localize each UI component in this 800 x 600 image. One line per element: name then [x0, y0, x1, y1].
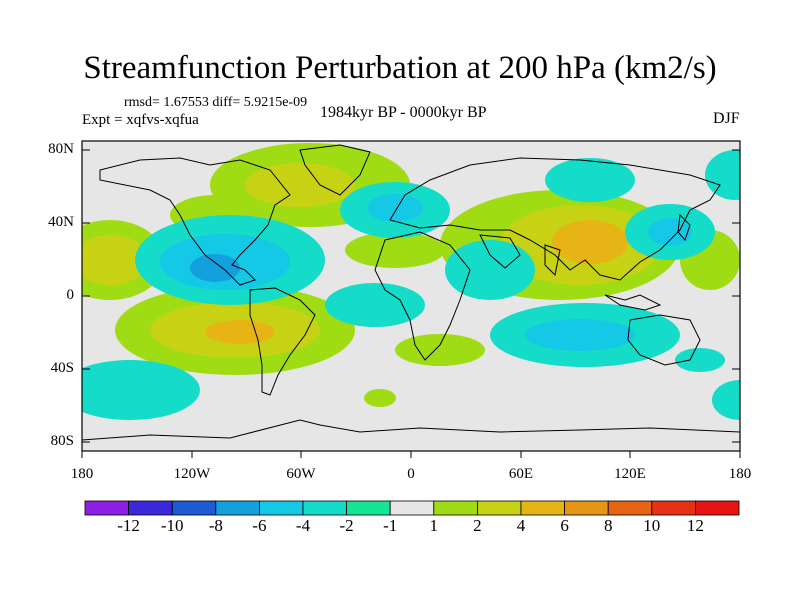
colorbar-box — [433, 500, 478, 516]
colorbar-label: 12 — [686, 516, 704, 535]
colorbar-box — [128, 500, 173, 516]
colorbar-box — [258, 500, 304, 516]
colorbar-label: 4 — [516, 516, 526, 535]
colorbar-box — [520, 500, 565, 516]
colorbar-label: -2 — [339, 516, 354, 535]
lon-label-120e: 120E — [614, 466, 646, 482]
colorbar-box — [564, 500, 609, 516]
colorbar — [84, 500, 740, 516]
period-label: 1984kyr BP - 0000kyr BP — [320, 104, 487, 121]
colorbar-box — [607, 500, 653, 516]
lon-label-180e: 180 — [728, 466, 752, 482]
colorbar-box — [389, 500, 435, 516]
contour-fill — [82, 143, 740, 420]
colorbar-box — [84, 500, 129, 516]
colorbar-box — [651, 500, 696, 516]
season-label: DJF — [713, 110, 740, 127]
colorbar-box — [476, 500, 522, 516]
colorbar-label: -1 — [383, 516, 398, 535]
lon-label-60e: 60E — [508, 466, 534, 482]
lon-label-180w: 180 — [70, 466, 94, 482]
lon-label-0: 0 — [407, 466, 415, 482]
colorbar-label: -6 — [252, 516, 267, 535]
lat-label-40n: 40N — [48, 214, 74, 230]
coastlines — [82, 144, 740, 441]
colorbar-box — [215, 500, 260, 516]
colorbar-label: 1 — [429, 516, 439, 535]
stats-label: rmsd= 1.67553 diff= 5.9215e-09 — [124, 95, 308, 110]
colorbar-label: -8 — [208, 516, 223, 535]
lat-label-80n: 80N — [48, 141, 74, 157]
colorbar-label: -10 — [160, 516, 184, 535]
colorbar-label: -12 — [117, 516, 140, 535]
colorbar-box — [695, 500, 740, 516]
lat-label-0: 0 — [66, 287, 75, 303]
colorbar-label: 8 — [603, 516, 613, 535]
colorbar-box — [302, 500, 347, 516]
lat-label-80s: 80S — [50, 433, 74, 449]
colorbar-box — [171, 500, 217, 516]
axis-ticks — [81, 149, 741, 458]
chart-title: Streamfunction Perturbation at 200 hPa (… — [83, 50, 717, 86]
experiment-label: Expt = xqfvs-xqfua — [82, 112, 199, 128]
lon-label-120w: 120W — [173, 466, 211, 482]
colorbar-label: 2 — [473, 516, 482, 535]
colorbar-label: -4 — [295, 516, 311, 535]
colorbar-label: 6 — [560, 516, 569, 535]
lon-label-60w: 60W — [286, 466, 316, 482]
colorbar-label: 10 — [643, 516, 661, 535]
colorbar-box — [346, 500, 391, 516]
lat-label-40s: 40S — [50, 360, 74, 376]
